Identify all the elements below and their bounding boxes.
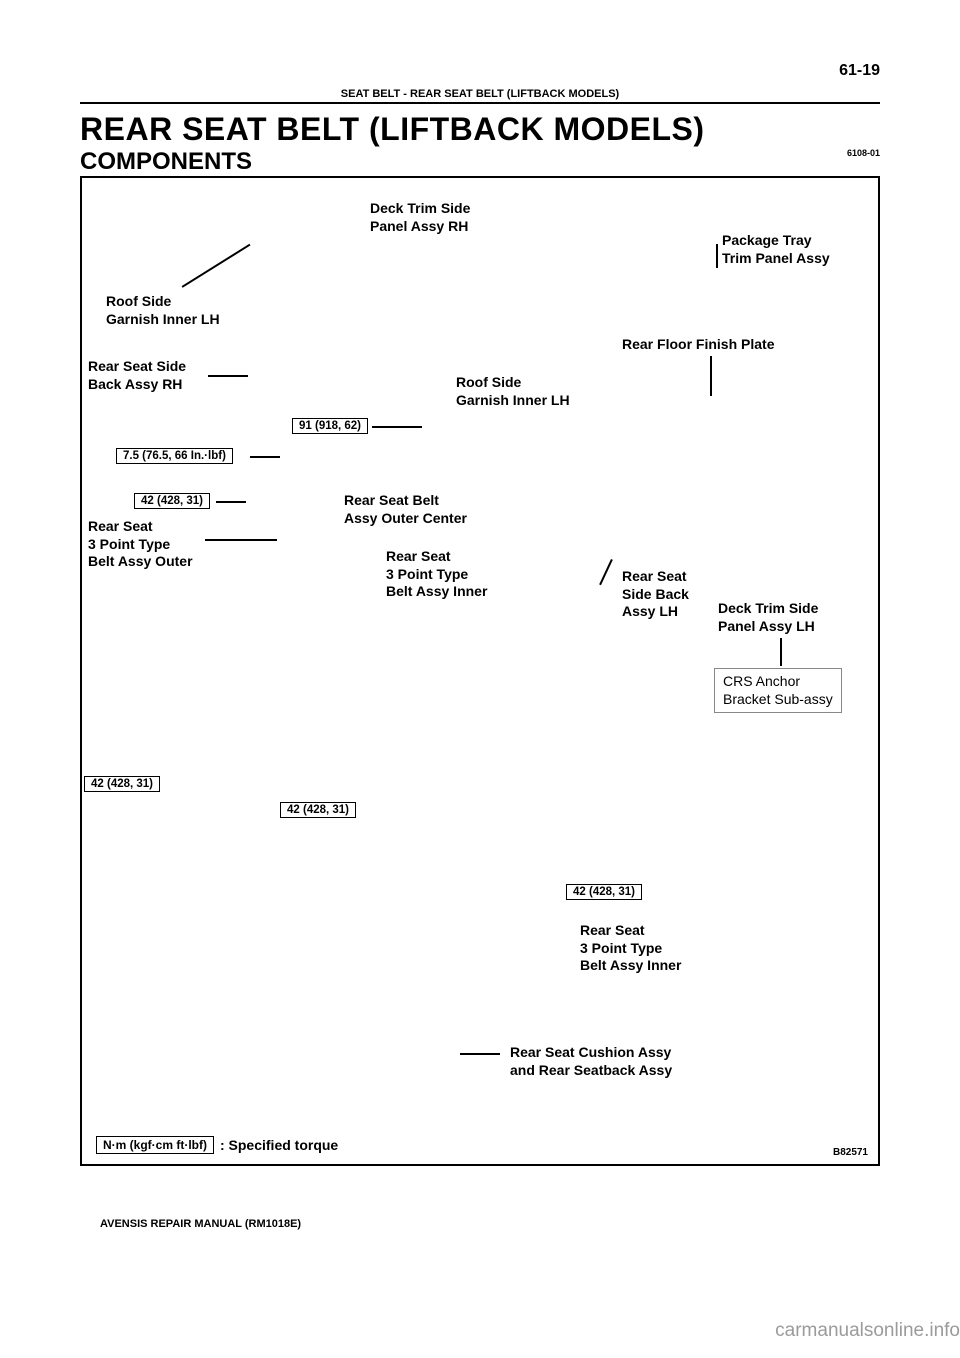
breadcrumb: SEAT BELT - REAR SEAT BELT (LIFTBACK MOD… (0, 88, 960, 100)
label-rear-seat-belt-outer-center: Rear Seat Belt Assy Outer Center (344, 492, 467, 527)
leader-line (216, 501, 246, 503)
torque-7-5: 7.5 (76.5, 66 In.·lbf) (116, 448, 233, 464)
leader-line (460, 1053, 500, 1055)
components-diagram: Deck Trim Side Panel Assy RH Package Tra… (80, 176, 880, 1166)
label-deck-trim-rh: Deck Trim Side Panel Assy RH (370, 200, 470, 235)
diagram-ref: B82571 (833, 1147, 868, 1158)
leader-line (208, 375, 248, 377)
torque-42-c: 42 (428, 31) (280, 802, 356, 818)
footer-manual-ref: AVENSIS REPAIR MANUAL (RM1018E) (100, 1218, 301, 1230)
label-deck-trim-lh: Deck Trim Side Panel Assy LH (718, 600, 818, 635)
label-rear-seat-3pt-inner2: Rear Seat 3 Point Type Belt Assy Inner (580, 922, 681, 975)
label-crs-anchor: CRS Anchor Bracket Sub-assy (714, 668, 842, 713)
label-rear-seat-cushion: Rear Seat Cushion Assy and Rear Seatback… (510, 1044, 672, 1079)
torque-legend-text: : Specified torque (220, 1137, 338, 1153)
watermark: carmanualsonline.info (775, 1320, 960, 1342)
section-subtitle: COMPONENTS (80, 148, 252, 176)
torque-legend-box: N·m (kgf·cm ft·lbf) (96, 1136, 214, 1154)
leader-line (710, 356, 712, 396)
leader-line (205, 539, 277, 541)
torque-42-a: 42 (428, 31) (134, 493, 210, 509)
leader-line (599, 559, 612, 585)
header-rule (80, 102, 880, 104)
leader-line (372, 426, 422, 428)
leader-line (250, 456, 280, 458)
leader-line (716, 244, 718, 268)
torque-91: 91 (918, 62) (292, 418, 368, 434)
leader-line (780, 638, 782, 666)
page-title: REAR SEAT BELT (LIFTBACK MODELS) (80, 111, 705, 148)
page-number: 61-19 (839, 62, 880, 80)
torque-42-b: 42 (428, 31) (84, 776, 160, 792)
torque-42-d: 42 (428, 31) (566, 884, 642, 900)
section-refcode: 6108-01 (847, 148, 880, 158)
label-rear-seat-3pt-outer: Rear Seat 3 Point Type Belt Assy Outer (88, 518, 193, 571)
label-roof-side-lh2: Roof Side Garnish Inner LH (456, 374, 570, 409)
label-rear-floor-finish: Rear Floor Finish Plate (622, 336, 774, 354)
label-package-tray: Package Tray Trim Panel Assy (722, 232, 830, 267)
torque-legend: N·m (kgf·cm ft·lbf) : Specified torque (96, 1136, 338, 1154)
leader-line (182, 244, 251, 288)
label-rear-seat-3pt-inner1: Rear Seat 3 Point Type Belt Assy Inner (386, 548, 487, 601)
label-roof-side-lh1: Roof Side Garnish Inner LH (106, 293, 220, 328)
label-rear-seat-side-back-rh: Rear Seat Side Back Assy RH (88, 358, 186, 393)
label-rear-seat-side-back-lh: Rear Seat Side Back Assy LH (622, 568, 689, 621)
